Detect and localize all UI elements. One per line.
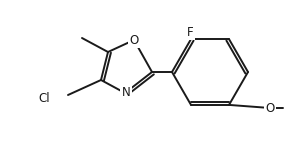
Text: O: O xyxy=(265,102,275,115)
Text: O: O xyxy=(129,33,139,46)
Text: F: F xyxy=(187,26,193,39)
Text: N: N xyxy=(122,86,130,100)
Text: Cl: Cl xyxy=(38,91,50,104)
